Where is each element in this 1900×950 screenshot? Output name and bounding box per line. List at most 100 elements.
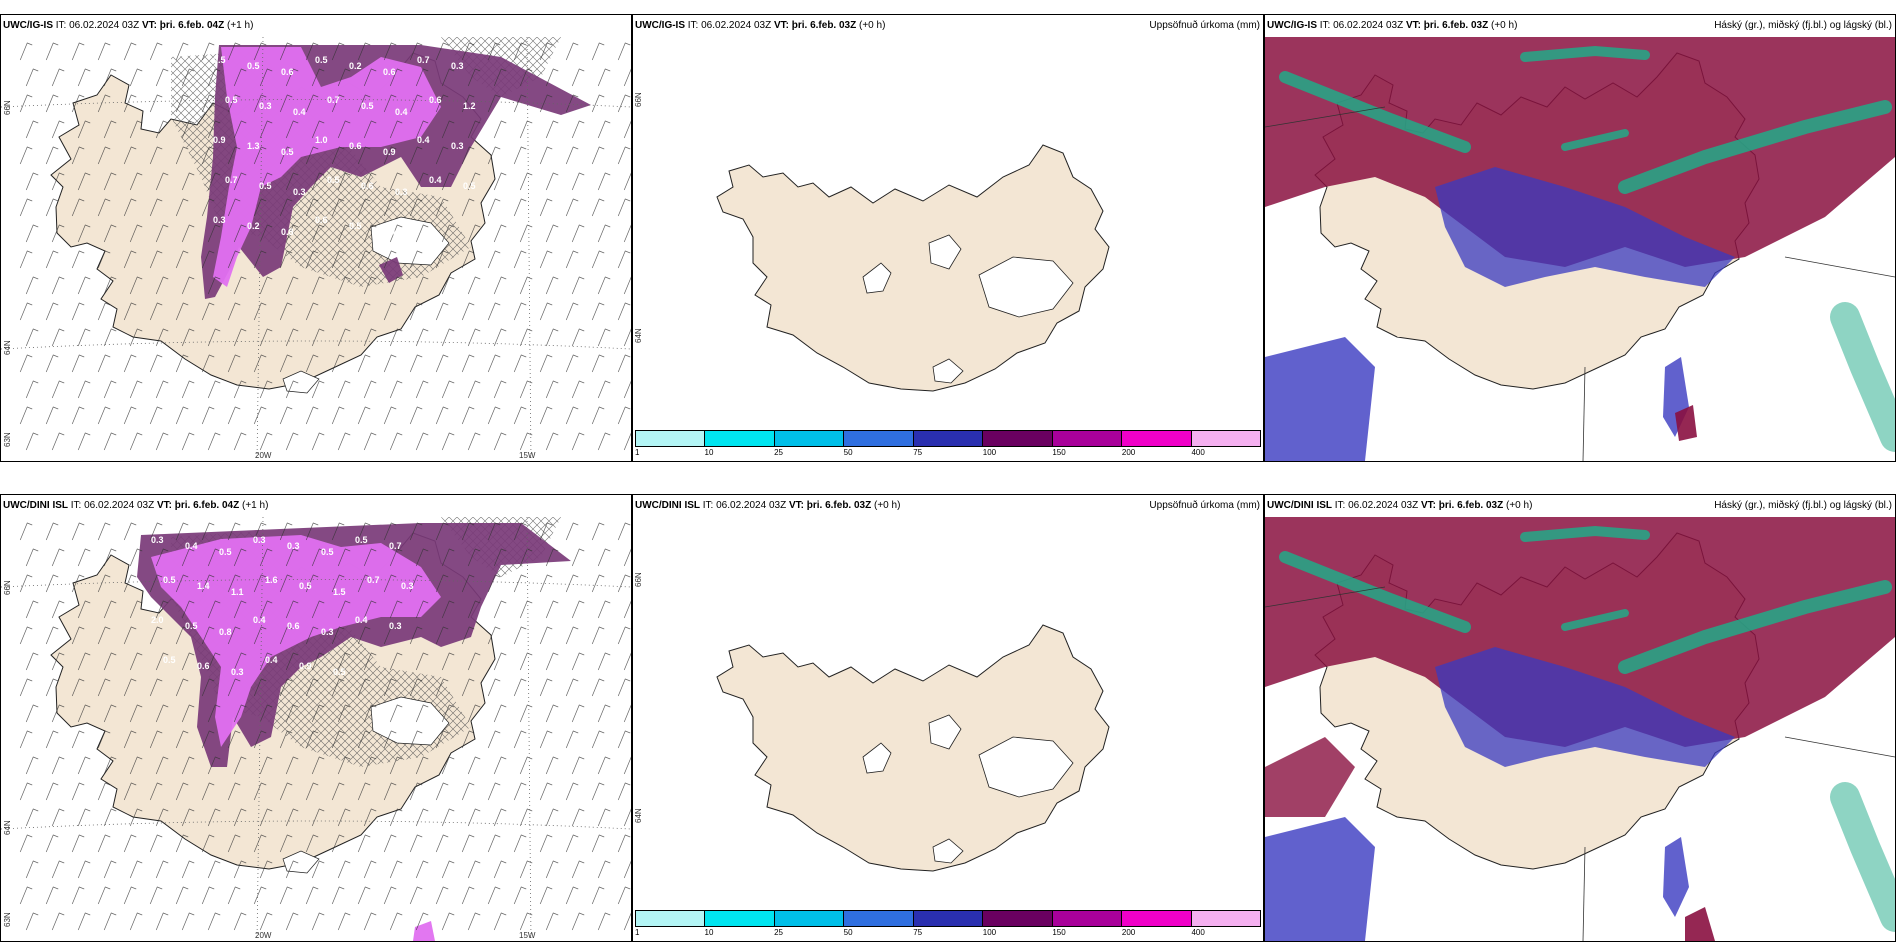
precip-value-label: 0.3 [287,541,300,551]
precip-value-label: 0.6 [281,67,294,77]
precip-value-label: 0.5 [185,621,198,631]
precip-value-label: 1.1 [231,587,244,597]
precip-value-label: 0.2 [247,221,260,231]
precip-value-label: 0.3 [231,667,244,677]
legend-swatch [1052,911,1123,926]
precip-value-label: 0.5 [219,547,232,557]
map-panel-clouds-igis: UWC/IG-IS IT: 06.02.2024 03Z VT: þri. 6.… [1264,14,1896,462]
legend-label: 400 [1191,448,1205,457]
precip-value-label: 0.5 [247,61,260,71]
precip-value-label: 0.8 [219,627,232,637]
legend-swatch [1122,431,1192,446]
precip-value-label: 1.4 [197,581,210,591]
legend-label: 25 [774,928,784,937]
legend-swatch [913,911,984,926]
precip-value-label: 0.7 [327,95,340,105]
precip-value-label: 0.3 [321,627,334,637]
precip-value-label: 0.6 [361,181,374,191]
model-name: UWC/IG-IS [3,20,53,31]
legend-label: 75 [913,448,923,457]
lat-label: 64N [3,820,12,835]
valid-time-label: VT: [1405,20,1421,31]
precip-value-label: 0.6 [349,141,362,151]
precip-value-label: 1.5 [333,587,346,597]
legend-swatch [983,911,1053,926]
precip-value-label: 0.3 [293,187,306,197]
precip-value-label: 0.3 [451,141,464,151]
accum-precip-map [716,624,1110,872]
precip-value-label: 0.9 [383,147,396,157]
precip-value-label: 0.7 [417,55,430,65]
precip-value-label: 0.2 [349,61,362,71]
precip-value-label: 0.4 [253,615,266,625]
lat-label: 64N [634,808,643,823]
legend-swatch [913,431,984,446]
issue-time-label: IT: [1319,20,1331,31]
issue-time: 06.02.2024 03Z [716,500,787,511]
precip-value-label: 0.4 [265,655,278,665]
precip-value-label: 0.6 [315,215,328,225]
accum-precip-map [716,144,1110,392]
panel-title: Uppsöfnuð úrkoma (mm) [1149,500,1260,511]
lat-label: 64N [634,328,643,343]
precip-legend-labels: 1 10 25 50 75 100 150 200 400 [635,448,1261,460]
precip-legend [635,910,1261,927]
legend-swatch [705,911,775,926]
precip-value-label: 0.4 [429,175,442,185]
precip-value-label: 0.5 [315,55,328,65]
precip-value-label: 0.5 [225,95,238,105]
issue-time-label: IT: [687,20,699,31]
legend-label: 10 [704,928,714,937]
precip-value-label: 0.6 [429,95,442,105]
issue-time-label: IT: [55,20,67,31]
panel-header: UWC/DINI ISL IT: 06.02.2024 03Z VT: þri.… [633,495,1263,517]
legend-label: 75 [913,928,923,937]
precip-value-label: 0.7 [389,541,402,551]
legend-label: 1 [635,448,640,457]
legend-swatch [1191,431,1260,446]
legend-swatch [636,431,706,446]
panel-title: Uppsöfnuð úrkoma (mm) [1149,20,1260,31]
precip-wind-map: 0.3 0.4 0.5 0.3 0.3 0.5 0.5 0.7 0.5 1.4 1.1 1.6 0.5 1… [1,517,631,941]
panel-header: UWC/IG-IS IT: 06.02.2024 03Z VT: þri. 6.… [1,15,631,37]
precip-value-label: 0.3 [213,215,226,225]
valid-time: þri. 6.feb. 04Z [159,20,225,31]
cloud-cover-map [1265,37,1895,461]
precip-value-label: 0.3 [259,101,272,111]
precip-value-label: 0.5 [333,667,346,677]
legend-label: 100 [982,928,997,937]
precip-value-label: 0.5 [355,535,368,545]
panel-title: Háský (gr.), miðský (fj.bl.) og lágský (… [1714,20,1892,31]
precip-value-label: 0.9 [299,661,312,671]
valid-time: þri. 6.feb. 03Z [806,500,872,511]
precip-legend-labels: 1 10 25 50 75 100 150 200 400 [635,928,1261,940]
legend-label: 150 [1052,928,1066,937]
legend-label: 100 [982,448,997,457]
precip-value-label: 0.5 [327,175,340,185]
legend-label: 200 [1121,928,1136,937]
panel-header: UWC/DINI ISL IT: 06.02.2024 03Z VT: þri.… [1265,495,1895,517]
precip-value-label: 0.5 [213,55,226,65]
lat-label: 63N [3,432,12,447]
precip-value-label: 0.3 [389,621,402,631]
precip-value-label: 0.3 [395,187,408,197]
legend-swatch [844,911,914,926]
model-name: UWC/IG-IS [635,20,685,31]
lead-time: (+0 h) [1491,20,1518,31]
lead-time: (+1 h) [242,500,269,511]
issue-time: 06.02.2024 03Z [84,500,155,511]
lead-time: (+0 h) [1506,500,1533,511]
legend-swatch [774,431,845,446]
issue-time: 06.02.2024 03Z [1348,500,1419,511]
precip-value-label: 0.7 [225,175,238,185]
precip-legend [635,430,1261,447]
map-panel-accum-precip-dini: UWC/DINI ISL IT: 06.02.2024 03Z VT: þri.… [632,494,1264,942]
lon-label: 15W [519,931,536,940]
model-name: UWC/IG-IS [1267,20,1317,31]
precip-value-label: 0.7 [367,575,380,585]
issue-time-label: IT: [70,500,82,511]
legend-label: 50 [843,928,853,937]
panel-header: UWC/IG-IS IT: 06.02.2024 03Z VT: þri. 6.… [633,15,1263,37]
precip-value-label: 0.3 [401,581,414,591]
precip-value-label: 0.4 [185,541,198,551]
